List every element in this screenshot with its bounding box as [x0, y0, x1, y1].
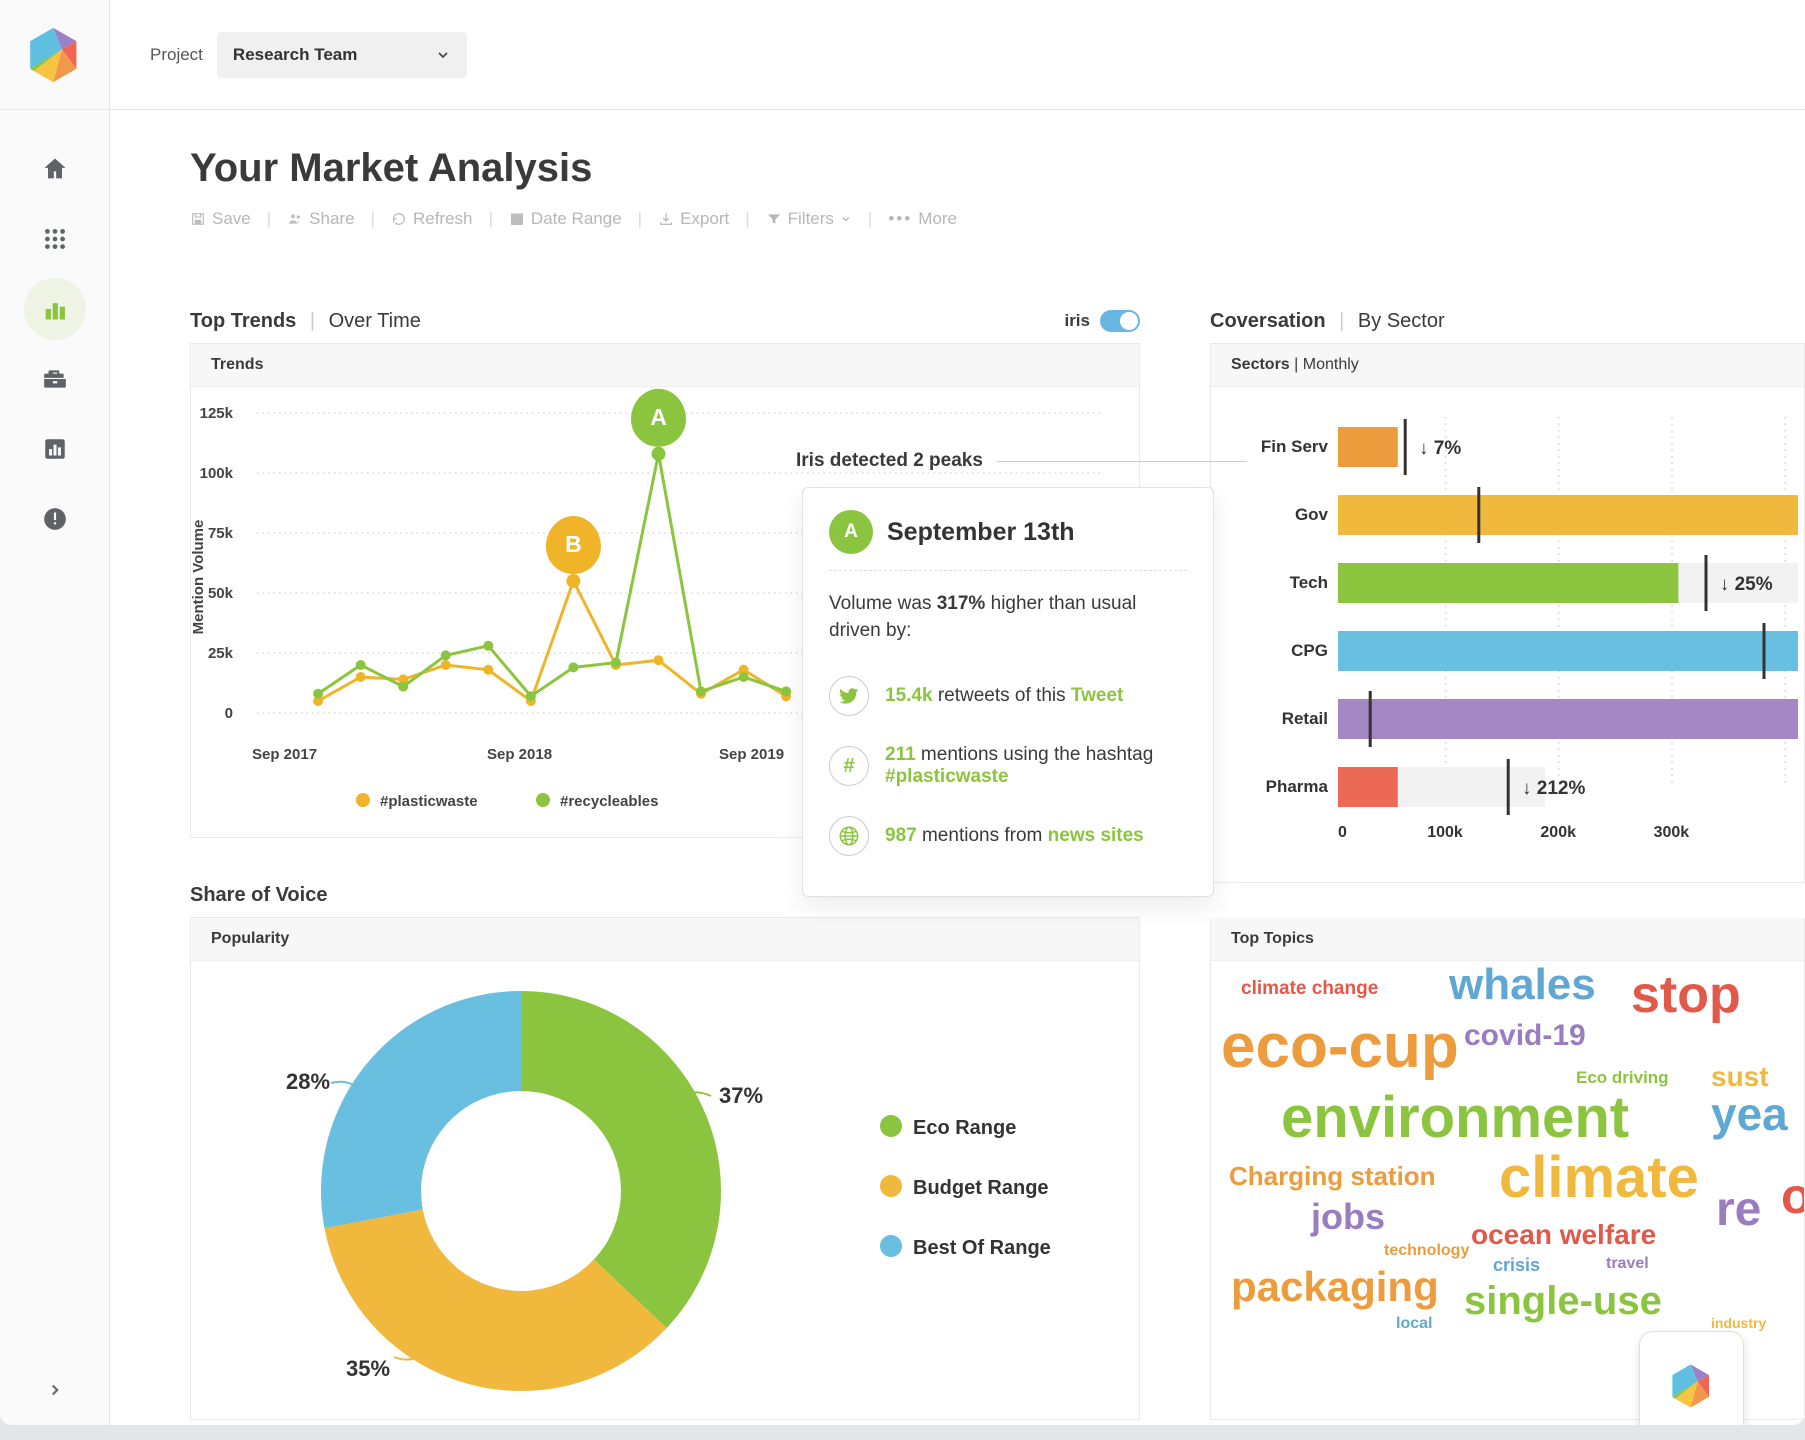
svg-text:Fin Serv: Fin Serv: [1261, 437, 1329, 456]
svg-text:200k: 200k: [1540, 824, 1576, 841]
svg-text:Best Of Range: Best Of Range: [913, 1237, 1051, 1259]
svg-text:CPG: CPG: [1291, 641, 1328, 660]
svg-text:25k: 25k: [208, 645, 234, 662]
svg-text:Eco Range: Eco Range: [913, 1117, 1016, 1139]
svg-text:28%: 28%: [286, 1069, 330, 1094]
svg-text:0: 0: [225, 705, 233, 722]
svg-text:Sep 2017: Sep 2017: [252, 746, 317, 763]
svg-text:Pharma: Pharma: [1266, 777, 1329, 796]
svg-text:Mention Volume: Mention Volume: [191, 520, 207, 635]
svg-text:Retail: Retail: [1282, 709, 1328, 728]
svg-text:#recycleables: #recycleables: [560, 793, 658, 810]
svg-text:125k: 125k: [200, 405, 234, 422]
svg-text:A: A: [650, 404, 667, 430]
svg-text:35%: 35%: [346, 1356, 390, 1381]
svg-text:↓ 7%: ↓ 7%: [1419, 438, 1461, 459]
svg-text:B: B: [565, 531, 582, 557]
svg-text:#plasticwaste: #plasticwaste: [380, 793, 478, 810]
svg-text:Sep 2019: Sep 2019: [719, 746, 784, 763]
svg-text:50k: 50k: [208, 585, 234, 602]
svg-text:↓ 212%: ↓ 212%: [1522, 778, 1585, 799]
svg-text:Budget Range: Budget Range: [913, 1177, 1049, 1199]
svg-text:300k: 300k: [1654, 824, 1690, 841]
svg-text:37%: 37%: [719, 1083, 763, 1108]
svg-text:0: 0: [1338, 824, 1347, 841]
svg-text:Gov: Gov: [1295, 505, 1329, 524]
svg-text:↓ 25%: ↓ 25%: [1720, 574, 1773, 595]
svg-text:Sep 2018: Sep 2018: [487, 746, 552, 763]
svg-text:Tech: Tech: [1290, 573, 1328, 592]
svg-text:100k: 100k: [200, 465, 234, 482]
svg-text:75k: 75k: [208, 525, 234, 542]
svg-text:100k: 100k: [1427, 824, 1463, 841]
